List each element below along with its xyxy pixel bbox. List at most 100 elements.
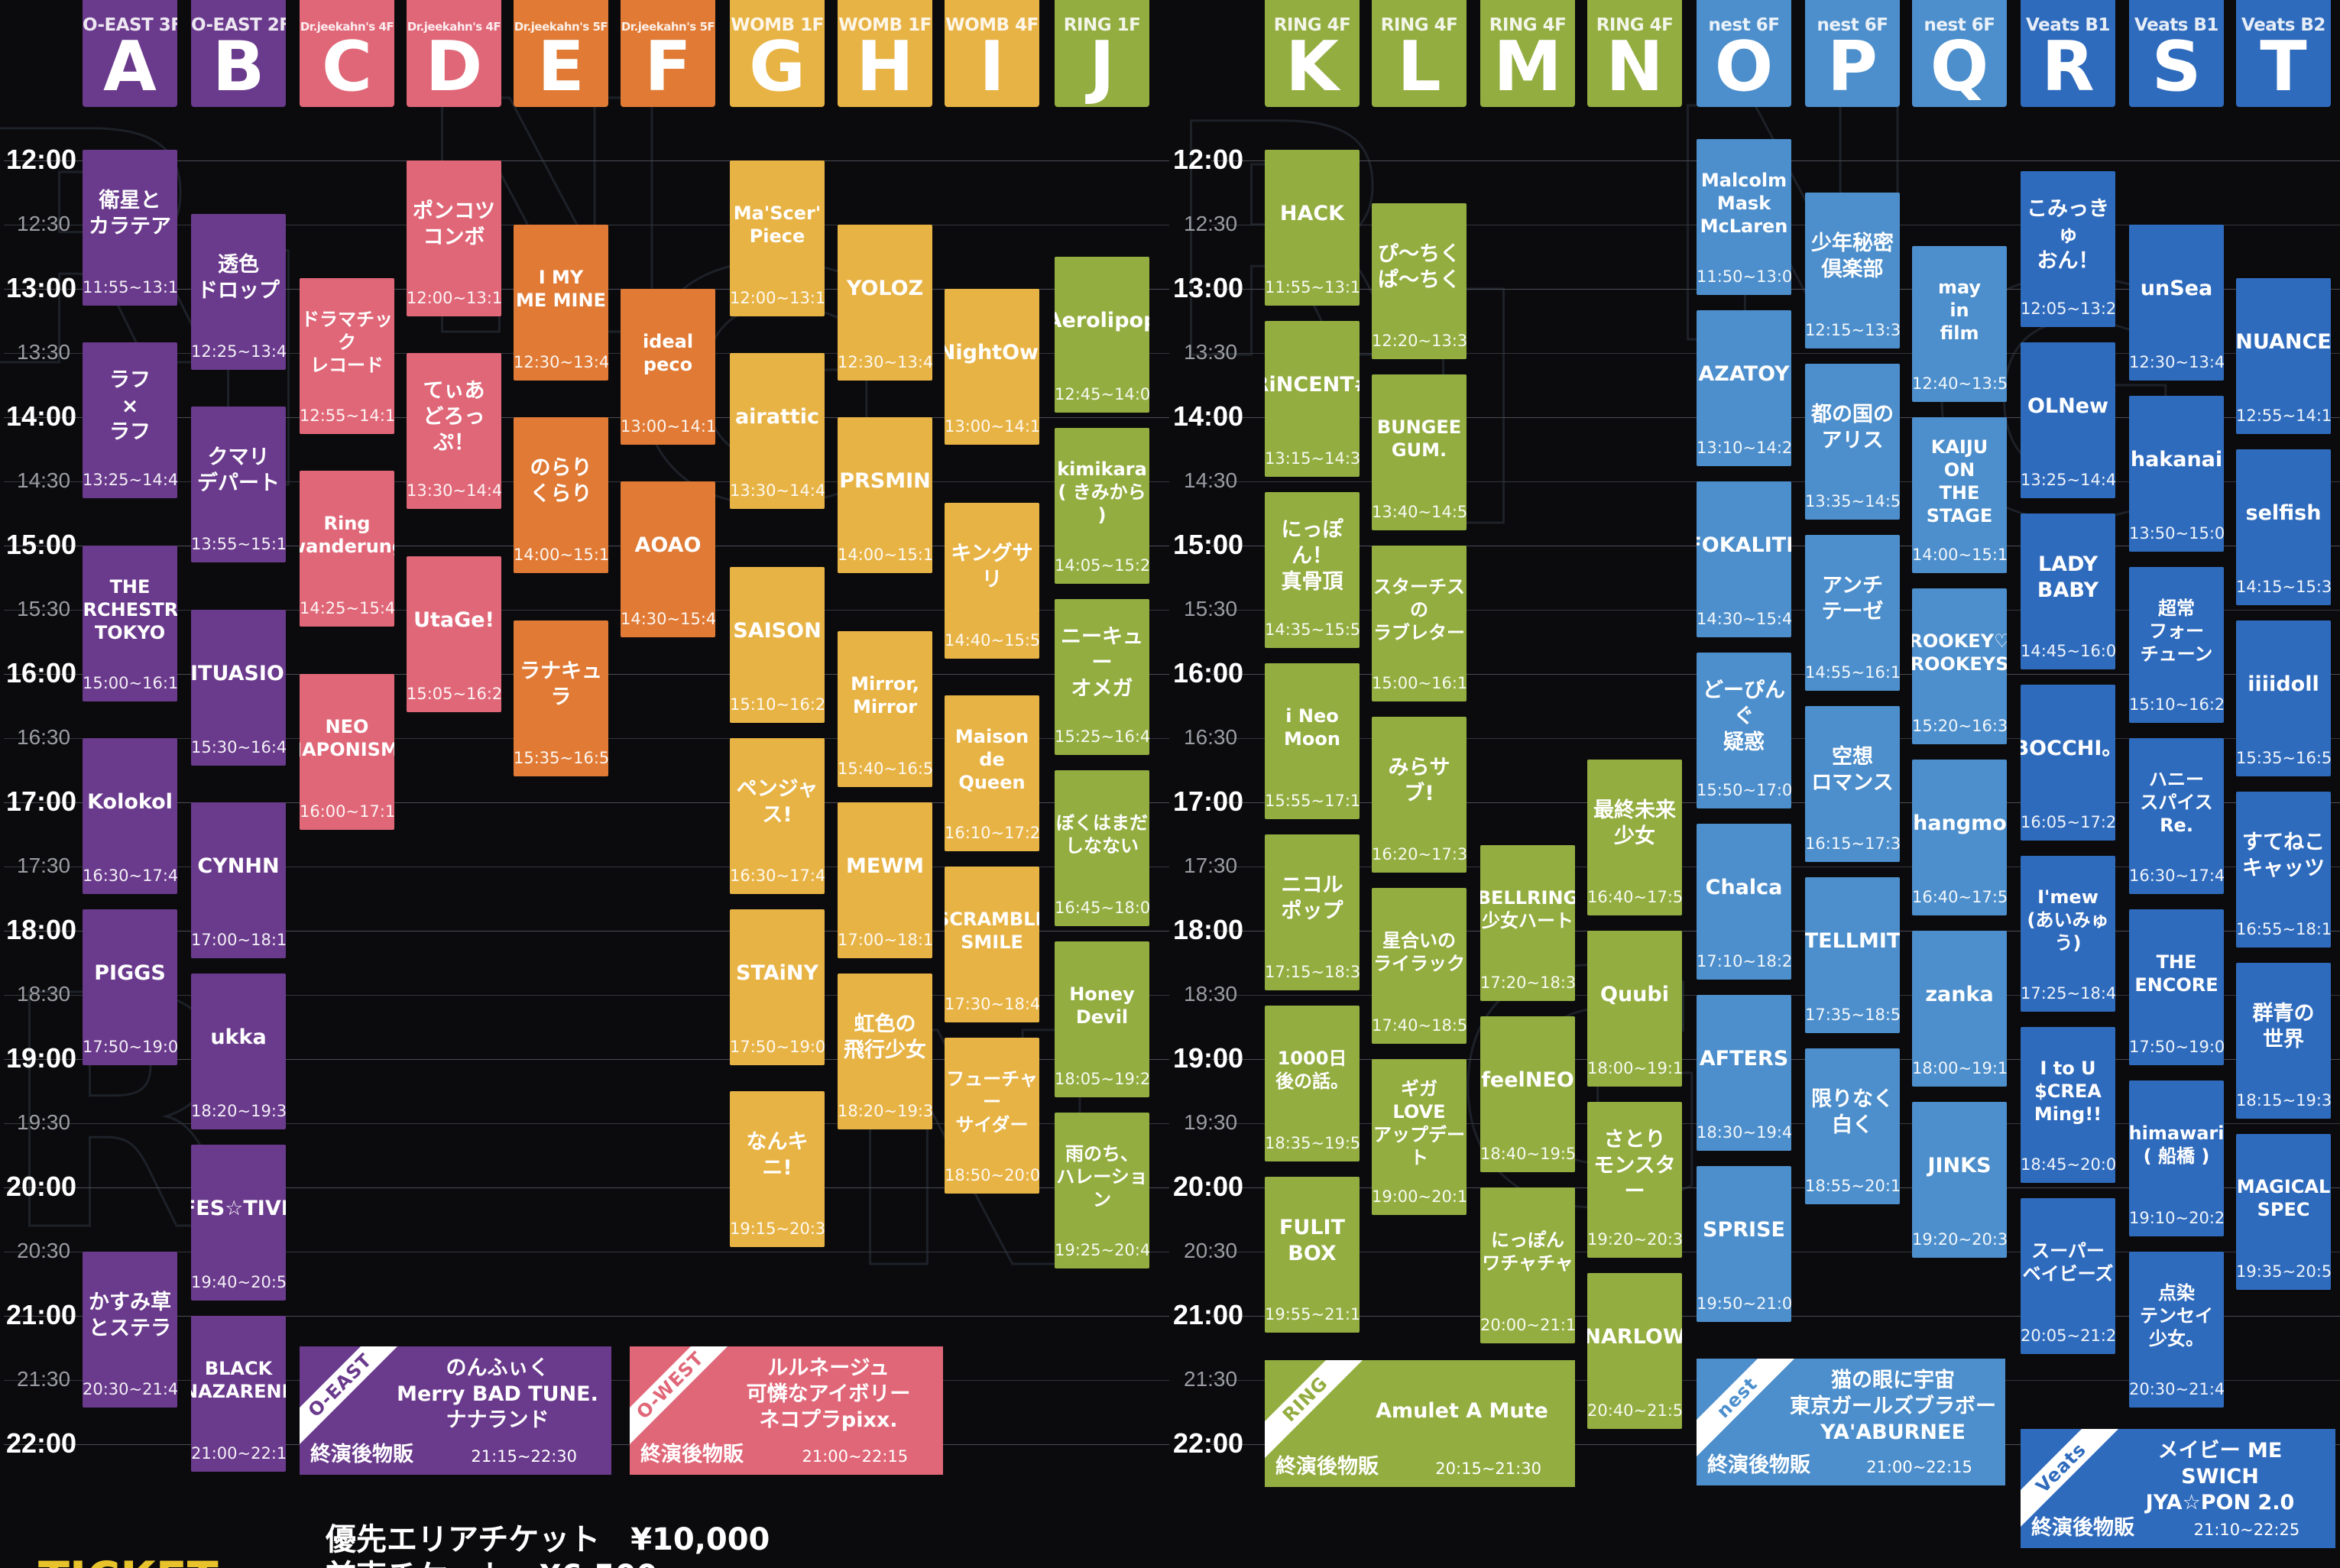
performance-slot[interactable]: MAGICAL SPEC 19:35~20:50 xyxy=(2236,1134,2331,1290)
performance-slot[interactable]: MEWM 17:00~18:15 xyxy=(838,802,932,958)
performance-slot[interactable]: SCRAMBLE SMILE 17:30~18:45 xyxy=(945,867,1039,1022)
performance-slot[interactable]: kimikara ( きみから ) 14:05~15:20 xyxy=(1055,428,1149,584)
final-show-box[interactable]: nest 猫の眼に宇宙 東京ガールズブラボー YA'ABURNEE 終演後物販 21:… xyxy=(1697,1359,2005,1485)
performance-slot[interactable]: YOLOZ 12:30~13:45 xyxy=(838,225,932,381)
performance-slot[interactable]: ドラマチック レコード 12:55~14:10 xyxy=(300,278,394,434)
performance-slot[interactable]: 衛星と カラテア 11:55~13:10 xyxy=(83,150,177,306)
performance-slot[interactable]: ニーキュー オメガ 15:25~16:40 xyxy=(1055,599,1149,755)
performance-slot[interactable]: NEO JAPONISM 16:00~17:15 xyxy=(300,674,394,830)
performance-slot[interactable]: ぴ～ちく ぱ～ちく 12:20~13:35 xyxy=(1372,203,1467,359)
performance-slot[interactable]: 超常 フォー チューン 15:10~16:25 xyxy=(2129,567,2224,723)
performance-slot[interactable]: Quubi 18:00~19:15 xyxy=(1587,931,1682,1087)
performance-slot[interactable]: 透色 ドロップ 12:25~13:40 xyxy=(191,214,286,370)
performance-slot[interactable]: どーぴんぐ 疑惑 15:50~17:05 xyxy=(1697,653,1791,808)
performance-slot[interactable]: BELLRING 少女ハート 17:20~18:35 xyxy=(1480,845,1575,1001)
performance-slot[interactable]: Honey Devil 18:05~19:20 xyxy=(1055,941,1149,1097)
performance-slot[interactable]: may in film 12:40~13:55 xyxy=(1912,246,2007,402)
performance-slot[interactable]: にっぽん！ 真骨頂 14:35~15:50 xyxy=(1265,492,1360,648)
performance-slot[interactable]: ギガ LOVE アップデート 19:00~20:15 xyxy=(1372,1059,1467,1215)
performance-slot[interactable]: 1000日 後の話。 18:35~19:50 xyxy=(1265,1006,1360,1161)
performance-slot[interactable]: KAIJU ON THE STAGE 14:00~15:15 xyxy=(1912,417,2007,573)
final-show-box[interactable]: O-EAST のんふぃく Merry BAD TUNE. ナナランド 終演後物販 21… xyxy=(300,1346,611,1475)
performance-slot[interactable]: Chalca 17:10~18:25 xyxy=(1697,824,1791,980)
performance-slot[interactable]: PIGGS 17:50~19:05 xyxy=(83,909,177,1065)
performance-slot[interactable]: SPRISE 19:50~21:05 xyxy=(1697,1166,1791,1322)
performance-slot[interactable]: 点染 テンセイ 少女。 20:30~21:45 xyxy=(2129,1252,2224,1408)
performance-slot[interactable]: こみっきゅ おん！ 12:05~13:20 xyxy=(2021,171,2115,327)
performance-slot[interactable]: ideal peco 13:00~14:15 xyxy=(621,289,715,445)
performance-slot[interactable]: 少年秘密 倶楽部 12:15~13:30 xyxy=(1805,193,1900,348)
performance-slot[interactable]: 限りなく 白く 18:55~20:10 xyxy=(1805,1048,1900,1204)
performance-slot[interactable]: I to U $CREA Ming!! 18:45~20:00 xyxy=(2021,1027,2115,1183)
performance-slot[interactable]: CYNHN 17:00~18:15 xyxy=(191,802,286,958)
performance-slot[interactable]: フューチャー サイダー 18:50~20:05 xyxy=(945,1038,1039,1194)
performance-slot[interactable]: ラフ × ラフ 13:25~14:40 xyxy=(83,342,177,498)
performance-slot[interactable]: てぃあ どろっぷ！ 13:30~14:45 xyxy=(407,353,501,509)
performance-slot[interactable]: なんキニ! 19:15~20:30 xyxy=(730,1091,825,1247)
performance-slot[interactable]: RiNCENT# 13:15~14:30 xyxy=(1265,321,1360,477)
performance-slot[interactable]: かすみ草 とステラ 20:30~21:45 xyxy=(83,1252,177,1408)
performance-slot[interactable]: BLACK NAZARENE 21:00~22:15 xyxy=(191,1316,286,1472)
performance-slot[interactable]: ROOKEY♡ ROOKEYS 15:20~16:35 xyxy=(1912,588,2007,744)
performance-slot[interactable]: 星合いの ライラック 17:40~18:55 xyxy=(1372,888,1467,1044)
performance-slot[interactable]: アンチ テーゼ 14:55~16:10 xyxy=(1805,535,1900,691)
performance-slot[interactable]: I MY ME MINE 12:30~13:45 xyxy=(514,225,608,381)
performance-slot[interactable]: 雨のち、 ハレーション 19:25~20:40 xyxy=(1055,1113,1149,1268)
performance-slot[interactable]: BUNGEE GUM. 13:40~14:55 xyxy=(1372,374,1467,530)
performance-slot[interactable]: zanka 18:00~19:15 xyxy=(1912,931,2007,1087)
performance-slot[interactable]: iiiidoll 15:35~16:50 xyxy=(2236,620,2331,776)
performance-slot[interactable]: unSea 12:30~13:45 xyxy=(2129,225,2224,381)
performance-slot[interactable]: ニコル ポップ 17:15~18:30 xyxy=(1265,834,1360,990)
performance-slot[interactable]: Aerolipop 12:45~14:00 xyxy=(1055,257,1149,413)
final-show-box[interactable]: RING Amulet A Mute 終演後物販 20:15~21:30 xyxy=(1265,1360,1575,1487)
performance-slot[interactable]: にっぽん ワチャチャ 20:00~21:15 xyxy=(1480,1187,1575,1343)
performance-slot[interactable]: feelNEO 18:40~19:55 xyxy=(1480,1016,1575,1172)
final-show-box[interactable]: Veats メイビー ME SWICH JYA☆PON 2.0 終演後物販 21:10… xyxy=(2021,1429,2335,1548)
performance-slot[interactable]: Malcolm Mask McLaren 11:50~13:05 xyxy=(1697,139,1791,295)
performance-slot[interactable]: のらり くらり 14:00~15:15 xyxy=(514,417,608,573)
performance-slot[interactable]: Ring wanderung 14:25~15:40 xyxy=(300,471,394,627)
performance-slot[interactable]: THE ORCHESTRA TOKYO 15:00~16:15 xyxy=(83,546,177,701)
performance-slot[interactable]: UtaGe! 15:05~16:20 xyxy=(407,556,501,712)
performance-slot[interactable]: さとり モンスター 19:20~20:35 xyxy=(1587,1102,1682,1258)
performance-slot[interactable]: HACK 11:55~13:10 xyxy=(1265,150,1360,306)
performance-slot[interactable]: ukka 18:20~19:35 xyxy=(191,974,286,1129)
performance-slot[interactable]: STAiNY 17:50~19:05 xyxy=(730,909,825,1065)
performance-slot[interactable]: FOKALITE 14:30~15:45 xyxy=(1697,481,1791,637)
performance-slot[interactable]: Mirror, Mirror 15:40~16:55 xyxy=(838,631,932,787)
performance-slot[interactable]: I'mew (あいみゅう) 17:25~18:40 xyxy=(2021,856,2115,1012)
final-show-box[interactable]: O-WEST ルルネージュ 可憐なアイボリー ネコプラpixx. 終演後物販 21:0… xyxy=(630,1346,943,1475)
performance-slot[interactable]: THE ENCORE 17:50~19:05 xyxy=(2129,909,2224,1065)
performance-slot[interactable]: airattic 13:30~14:45 xyxy=(730,353,825,509)
performance-slot[interactable]: Maison de Queen 16:10~17:25 xyxy=(945,695,1039,851)
performance-slot[interactable]: NARLOW 20:40~21:55 xyxy=(1587,1273,1682,1429)
performance-slot[interactable]: Shangmoo 16:40~17:55 xyxy=(1912,760,2007,915)
performance-slot[interactable]: AZATOY 13:10~14:25 xyxy=(1697,310,1791,466)
performance-slot[interactable]: NightOwl 13:00~14:15 xyxy=(945,289,1039,445)
performance-slot[interactable]: PRSMIN 14:00~15:15 xyxy=(838,417,932,573)
performance-slot[interactable]: ぼくはまだ しなない 16:45~18:00 xyxy=(1055,770,1149,926)
performance-slot[interactable]: JINKS 19:20~20:35 xyxy=(1912,1102,2007,1258)
performance-slot[interactable]: クマリ デパート 13:55~15:10 xyxy=(191,407,286,562)
performance-slot[interactable]: FES☆TIVE 19:40~20:55 xyxy=(191,1145,286,1301)
performance-slot[interactable]: みらサブ! 16:20~17:35 xyxy=(1372,717,1467,873)
performance-slot[interactable]: ペンジャス! 16:30~17:45 xyxy=(730,738,825,894)
performance-slot[interactable]: 都の国の アリス 13:35~14:50 xyxy=(1805,364,1900,520)
performance-slot[interactable]: Ma'Scer' Piece 12:00~13:15 xyxy=(730,160,825,316)
performance-slot[interactable]: 最終未来 少女 16:40~17:55 xyxy=(1587,760,1682,915)
performance-slot[interactable]: 虹色の 飛行少女 18:20~19:35 xyxy=(838,974,932,1129)
performance-slot[interactable]: すてねこ キャッツ 16:55~18:10 xyxy=(2236,792,2331,948)
performance-slot[interactable]: キングサリ 14:40~15:55 xyxy=(945,503,1039,659)
performance-slot[interactable]: OLNew 13:25~14:40 xyxy=(2021,342,2115,498)
performance-slot[interactable]: スターチスの ラブレター 15:00~16:15 xyxy=(1372,546,1467,701)
performance-slot[interactable]: SITUASION 15:30~16:45 xyxy=(191,610,286,766)
performance-slot[interactable]: selfish 14:15~15:30 xyxy=(2236,449,2331,605)
performance-slot[interactable]: himawari ( 船橋 ) 19:10~20:25 xyxy=(2129,1080,2224,1236)
performance-slot[interactable]: hakanai 13:50~15:05 xyxy=(2129,396,2224,552)
performance-slot[interactable]: FULIT BOX 19:55~21:10 xyxy=(1265,1177,1360,1333)
performance-slot[interactable]: BOCCHI。 16:05~17:20 xyxy=(2021,685,2115,841)
performance-slot[interactable]: ハニー スパイスRe. 16:30~17:45 xyxy=(2129,738,2224,894)
performance-slot[interactable]: 空想 ロマンス 16:15~17:30 xyxy=(1805,706,1900,862)
performance-slot[interactable]: 群青の 世界 18:15~19:30 xyxy=(2236,963,2331,1119)
performance-slot[interactable]: TELLMIT 17:35~18:50 xyxy=(1805,877,1900,1033)
